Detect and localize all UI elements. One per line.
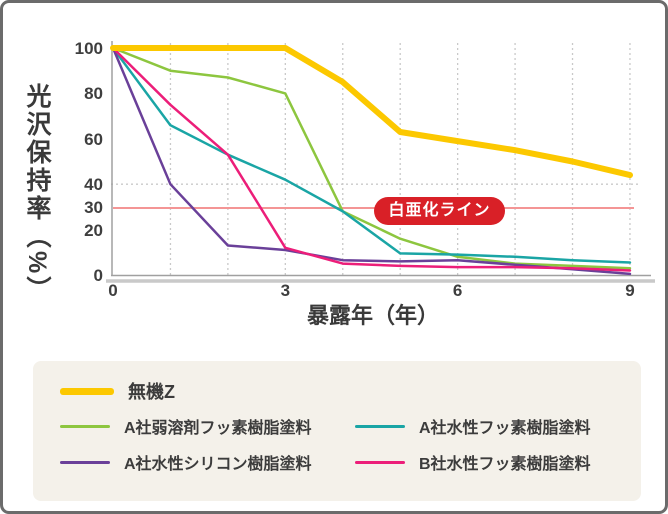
x-tick-label: 9 [625, 281, 635, 300]
x-tick-label: 6 [452, 281, 463, 300]
y-tick-label: 100 [74, 39, 103, 58]
x-axis-title: 暴露年（年） [306, 303, 439, 328]
y-tick-label: 30 [84, 197, 103, 217]
y-axis-title: 光沢保持率（%） [23, 83, 51, 305]
legend-label: A社水性シリコン樹脂塗料 [124, 456, 312, 473]
y-tick-label: 0 [93, 266, 103, 285]
x-tick-label: 3 [280, 281, 291, 300]
series-line-2 [111, 46, 632, 264]
b-water-fluoro-line-swatch [355, 460, 405, 464]
legend-item-a-water-silicone: A社水性シリコン樹脂塗料 [60, 450, 312, 474]
series-line-0 [110, 45, 633, 179]
legend-label: A社水性フッ素樹脂塗料 [419, 420, 591, 437]
legend-item-b-water-fluoro: B社水性フッ素樹脂塗料 [355, 450, 591, 474]
legend-item-a-weak-solvent-fluoro: A社弱溶剤フッ素樹脂塗料 [60, 414, 312, 438]
line-chart-plot [106, 41, 655, 283]
legend-item-a-water-fluoro: A社水性フッ素樹脂塗料 [355, 414, 591, 438]
series-line-3 [111, 46, 632, 276]
y-tick-label: 60 [84, 129, 103, 149]
x-tick-label: 0 [108, 281, 118, 300]
a-water-fluoro-line-swatch [355, 424, 405, 428]
series-line-1 [111, 46, 632, 270]
legend-label: A社弱溶剤フッ素樹脂塗料 [124, 420, 312, 437]
legend-item-muki-z: 無機Z [60, 378, 175, 404]
legend: 無機Z A社弱溶剤フッ素樹脂塗料 A社水性フッ素樹脂塗料 A社水性シリコン樹脂塗… [33, 361, 641, 501]
y-tick-label: 80 [84, 84, 103, 104]
muki-z-line-swatch [60, 387, 114, 395]
a-water-silicone-line-swatch [60, 460, 110, 464]
legend-label: B社水性フッ素樹脂塗料 [419, 456, 591, 473]
legend-label: 無機Z [128, 382, 175, 402]
y-tick-label: 20 [84, 220, 103, 240]
series-line-4 [111, 46, 632, 272]
chalking-line-badge: 白亜化ライン [374, 197, 505, 225]
y-tick-label: 40 [84, 175, 103, 195]
a-weak-solvent-fluoro-line-swatch [60, 424, 110, 428]
